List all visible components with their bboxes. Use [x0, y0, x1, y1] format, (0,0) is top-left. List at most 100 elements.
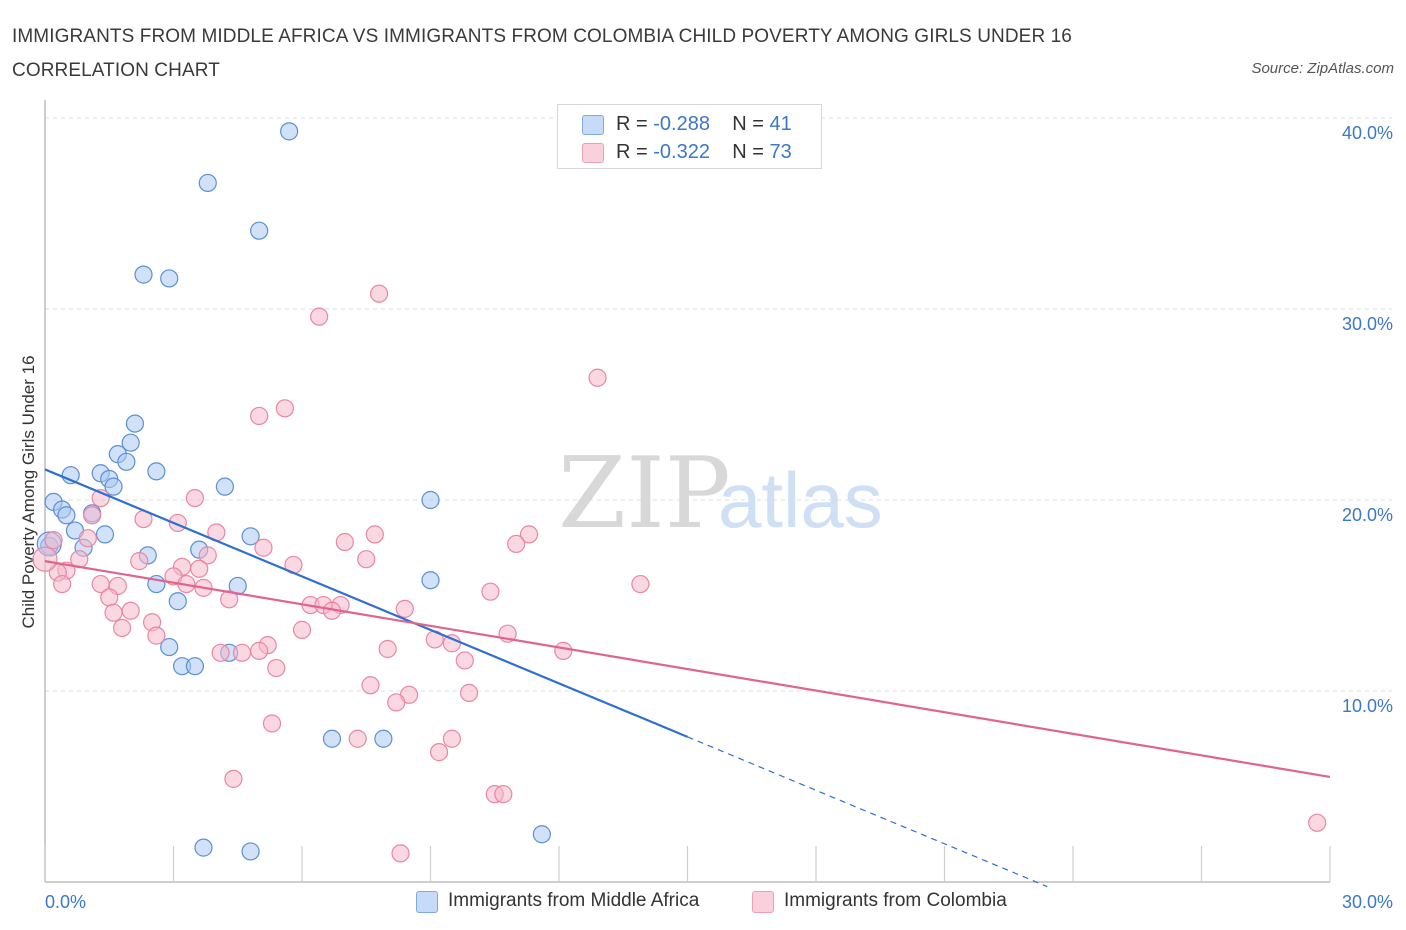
series-legend: Immigrants from Middle Africa Immigrants…: [0, 888, 1406, 918]
point-colombia: [100, 588, 119, 607]
point-colombia: [78, 529, 97, 548]
point-middle-africa: [241, 527, 260, 546]
point-colombia: [335, 532, 354, 552]
point-colombia: [459, 683, 479, 703]
legend-swatch-middle-africa: [416, 891, 438, 913]
point-colombia: [130, 552, 149, 571]
point-colombia: [494, 785, 513, 804]
watermark: ZIP atlas: [558, 437, 883, 551]
point-middle-africa: [160, 269, 179, 288]
data-points: [32, 122, 1327, 863]
point-colombia: [53, 574, 72, 594]
axes: [44, 100, 1331, 883]
point-colombia: [254, 538, 273, 557]
y-tick-label: 20.0%: [1342, 505, 1393, 525]
point-colombia: [220, 590, 239, 609]
n-label: N =: [732, 113, 764, 135]
point-colombia: [370, 284, 389, 303]
legend-swatch-middle-africa: [582, 115, 604, 135]
point-colombia: [147, 626, 166, 645]
stats-legend: R = -0.288 N = 41 R = -0.322 N = 73: [557, 104, 822, 169]
trend-line-colombia: [44, 560, 1331, 779]
point-colombia: [391, 844, 410, 863]
point-middle-africa: [121, 433, 140, 452]
point-colombia: [32, 546, 58, 572]
r-label: R =: [616, 141, 648, 163]
grid-lines: [45, 117, 1392, 692]
y-tick-label: 10.0%: [1342, 696, 1393, 716]
x-tick-label: 0.0%: [45, 892, 86, 912]
point-middle-africa: [147, 462, 166, 481]
point-colombia: [507, 534, 526, 554]
point-middle-africa: [117, 452, 136, 471]
point-colombia: [348, 729, 367, 748]
y-tick-labels: 10.0% 20.0% 30.0% 40.0%: [1342, 123, 1393, 716]
point-colombia: [429, 743, 449, 762]
r-label: R =: [616, 113, 648, 135]
point-colombia: [588, 368, 607, 387]
trend-lines: [44, 468, 1331, 888]
y-tick-label: 40.0%: [1342, 123, 1393, 143]
point-colombia: [112, 618, 132, 638]
source-credit: Source: ZipAtlas.com: [1251, 60, 1394, 77]
point-colombia: [83, 506, 102, 525]
point-middle-africa: [374, 729, 393, 748]
point-colombia: [250, 641, 269, 660]
trend-line-middle-africa: [44, 468, 688, 738]
point-colombia: [387, 693, 406, 712]
legend-swatch-colombia: [582, 143, 604, 163]
point-middle-africa: [160, 637, 179, 657]
point-colombia: [519, 525, 539, 544]
point-colombia: [455, 651, 474, 670]
y-tick-label: 30.0%: [1342, 314, 1393, 334]
point-colombia: [121, 601, 140, 620]
point-colombia: [357, 550, 376, 569]
x-tick-labels: 0.0% 30.0%: [45, 892, 1393, 912]
point-colombia: [275, 399, 294, 418]
point-middle-africa: [250, 221, 269, 240]
point-colombia: [185, 488, 205, 508]
n-value: 73: [769, 141, 792, 163]
point-middle-africa: [194, 838, 213, 857]
trend-line-middle-africa-extension: [687, 736, 1048, 888]
r-value: -0.322: [653, 141, 710, 163]
point-colombia: [262, 714, 282, 733]
point-colombia: [365, 525, 384, 544]
chart-title: IMMIGRANTS FROM MIDDLE AFRICA VS IMMIGRA…: [12, 26, 1072, 81]
point-colombia: [378, 639, 397, 659]
point-middle-africa: [280, 122, 299, 141]
n-value: 41: [769, 113, 792, 135]
point-middle-africa: [185, 657, 205, 676]
watermark-atlas: atlas: [718, 456, 883, 544]
n-label: N =: [732, 141, 764, 163]
point-middle-africa: [198, 173, 217, 193]
point-middle-africa: [421, 490, 440, 510]
watermark-zip: ZIP: [558, 437, 731, 551]
point-colombia: [395, 599, 414, 618]
point-middle-africa: [215, 477, 234, 496]
point-middle-africa: [57, 506, 76, 525]
point-colombia: [1308, 813, 1327, 832]
point-middle-africa: [532, 825, 551, 844]
y-axis-label: Child Poverty Among Girls Under 16: [19, 355, 38, 628]
point-middle-africa: [95, 525, 115, 544]
point-colombia: [190, 559, 209, 578]
point-middle-africa: [125, 414, 145, 433]
legend-label: Immigrants from Colombia: [784, 890, 1007, 911]
point-colombia: [224, 769, 243, 788]
point-middle-africa: [134, 265, 153, 284]
point-colombia: [631, 574, 650, 594]
point-colombia: [267, 658, 286, 678]
point-colombia: [442, 729, 462, 748]
point-colombia: [292, 620, 312, 639]
point-colombia: [232, 643, 252, 662]
point-colombia: [211, 643, 230, 662]
legend-swatch-colombia: [752, 891, 774, 913]
point-middle-africa: [322, 729, 342, 748]
point-colombia: [44, 531, 63, 550]
point-middle-africa: [168, 592, 187, 611]
point-colombia: [250, 406, 269, 426]
r-value: -0.288: [653, 113, 710, 135]
point-middle-africa: [421, 571, 440, 590]
